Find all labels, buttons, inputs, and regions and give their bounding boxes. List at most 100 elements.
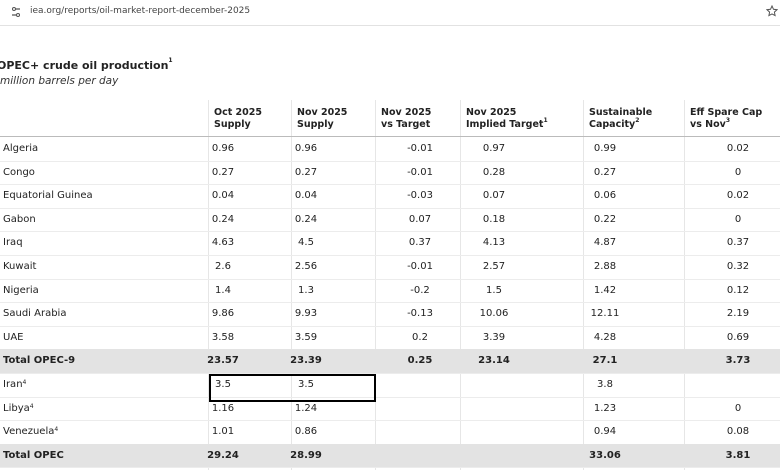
cell-value: 3.73 <box>725 355 751 367</box>
cell-value: 1.5 <box>486 284 502 296</box>
cell-value: 0.97 <box>482 143 506 154</box>
column-header: Nov 2025 <box>466 107 516 118</box>
row-label-text: Libya <box>3 402 30 414</box>
cell-value: 12.11 <box>590 308 620 320</box>
title-text: OPEC+ crude oil production <box>0 59 169 72</box>
header-text: Eff Spare Cap <box>690 107 763 118</box>
cell-value: 1.23 <box>593 402 617 414</box>
cell-value: -0.01 <box>407 166 433 178</box>
cell-value: 0.28 <box>482 166 506 178</box>
cell-value: 0.12 <box>726 284 750 296</box>
cell-value: 0 <box>734 402 742 414</box>
cell-value: 0.2 <box>412 331 428 343</box>
row-rule <box>0 396 780 398</box>
cell-value: 0.96 <box>211 143 235 154</box>
row-label-text: Equatorial Guinea <box>3 190 93 202</box>
cell-value: 23.39 <box>290 355 322 367</box>
row-label: Total OPEC-9 <box>3 349 75 373</box>
column-header: vs Nov3 <box>690 117 730 130</box>
cell-value: 23.14 <box>478 355 510 367</box>
row-label: Nigeria <box>3 279 39 303</box>
column-header: Oct 2025 <box>214 107 262 118</box>
row-label: Total OPEC <box>3 444 64 468</box>
cell-value: -0.13 <box>407 308 433 320</box>
table: Oct 2025 Supply Nov 2025 Supply Nov 2025 vs T… <box>0 100 780 470</box>
header-text: vs Nov <box>690 119 726 130</box>
row-note: 4 <box>54 426 59 434</box>
cell-value: 0.02 <box>726 143 750 154</box>
cell-value: 23.57 <box>207 355 239 367</box>
cell-value: 2.56 <box>294 261 318 272</box>
header-text: Oct 2025 <box>214 107 262 118</box>
cell-value: 28.99 <box>290 449 322 461</box>
row-label: Iran4 <box>3 373 26 397</box>
cell-value: 0.22 <box>593 213 617 225</box>
column-header: Supply <box>297 119 334 130</box>
cell-value: 3.5 <box>215 379 231 390</box>
header-text: Supply <box>297 119 334 130</box>
row-label: Saudi Arabia <box>3 302 66 326</box>
row-label-text: Congo <box>3 166 35 178</box>
cell-value: 4.5 <box>298 237 314 249</box>
column-header: vs Target <box>381 119 430 130</box>
column-divider <box>460 100 461 470</box>
cell-value: 0 <box>734 213 742 225</box>
row-label-text: Total OPEC <box>3 449 64 461</box>
row-note: 4 <box>29 402 34 410</box>
address-bar[interactable] <box>0 0 780 26</box>
cell-value: -0.2 <box>410 284 430 296</box>
cell-value: -0.03 <box>407 190 433 202</box>
row-label: Kuwait <box>3 255 36 279</box>
row-rule <box>0 255 780 256</box>
cell-value: 3.8 <box>597 379 613 390</box>
column-divider <box>375 100 376 470</box>
cell-value: 0.02 <box>726 190 750 202</box>
header-text: Supply <box>214 119 251 130</box>
cell-value: 0.27 <box>593 166 617 178</box>
cell-value: 1.01 <box>211 426 235 438</box>
column-header: Nov 2025 <box>297 107 347 118</box>
row-label: Libya4 <box>3 397 34 421</box>
cell-value: 0 <box>734 166 742 178</box>
cell-value: 3.58 <box>211 331 235 343</box>
header-text: Nov 2025 <box>297 107 348 118</box>
column-header: Capacity2 <box>589 117 640 130</box>
row-label: UAE <box>3 326 23 350</box>
site-info-icon[interactable] <box>10 6 22 18</box>
row-rule <box>0 184 780 186</box>
row-label-text: Iraq <box>3 237 23 249</box>
row-label-text: Nigeria <box>3 284 39 296</box>
cell-value: 0.69 <box>726 331 750 343</box>
cell-value: 4.63 <box>211 237 235 249</box>
cell-value: 0.27 <box>294 166 318 178</box>
row-label-text: Iran <box>3 379 23 390</box>
cell-value: 0.27 <box>211 166 235 178</box>
header-note: 1 <box>543 117 548 124</box>
cell-value: 9.93 <box>294 308 318 320</box>
header-text: Capacity <box>589 119 636 130</box>
row-label: Equatorial Guinea <box>3 184 93 208</box>
header-text: vs Target <box>381 119 431 130</box>
cell-value: 3.81 <box>725 449 751 461</box>
bookmark-star[interactable] <box>766 5 778 17</box>
cell-value: 1.42 <box>593 284 617 296</box>
cell-value: 0.32 <box>726 261 750 272</box>
cell-value: 1.16 <box>211 402 235 414</box>
row-rule <box>0 325 780 327</box>
column-divider <box>583 100 584 470</box>
column-header: Nov 2025 <box>381 107 431 118</box>
cell-value: 3.59 <box>294 331 318 343</box>
header-note: 2 <box>635 117 640 124</box>
column-header: Eff Spare Cap <box>690 107 762 118</box>
row-label-text: Saudi Arabia <box>3 308 67 320</box>
cell-value: 0.94 <box>593 426 617 438</box>
column-header: Sustainable <box>589 107 652 118</box>
cell-value: 0.37 <box>408 237 432 249</box>
cell-value: 0.06 <box>593 190 617 202</box>
row-rule <box>0 467 780 469</box>
row-rule <box>0 373 780 374</box>
cell-value: 2.57 <box>482 261 506 272</box>
url[interactable]: iea.org/reports/oil-market-report-decemb… <box>30 6 251 16</box>
header-text: Sustainable <box>589 107 653 118</box>
